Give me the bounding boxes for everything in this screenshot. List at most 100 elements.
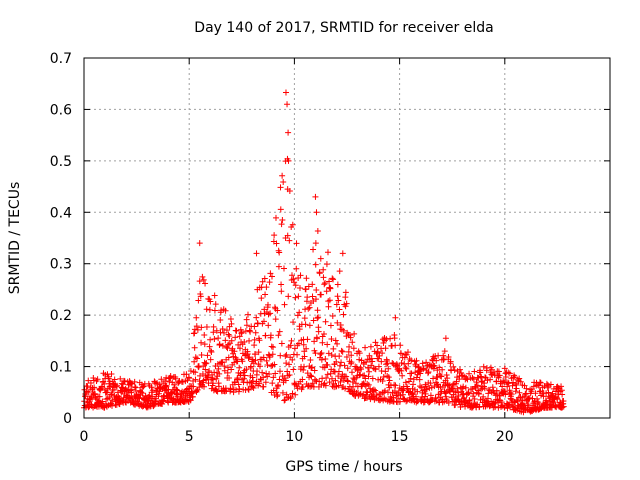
data-point [327,285,334,292]
data-point [422,383,429,390]
data-point [99,384,106,391]
data-point [243,322,250,329]
data-point [200,377,207,384]
data-point [111,376,118,383]
data-point [328,351,335,358]
data-point [293,265,300,272]
data-point [262,379,269,386]
data-point [109,397,116,404]
data-point [336,306,343,313]
data-point [480,393,487,400]
data-point [488,366,495,373]
data-point [389,360,396,367]
data-point [471,368,478,375]
data-point [511,406,518,413]
data-point [470,390,477,397]
data-point [247,328,254,335]
data-point [233,327,240,334]
data-point [501,365,508,372]
data-point [201,331,208,338]
data-point [504,383,511,390]
data-point [91,384,98,391]
data-point [302,286,309,293]
data-point [259,369,266,376]
data-point [323,261,330,268]
data-point [365,373,372,380]
data-point [412,393,419,400]
data-point [219,359,226,366]
data-point [190,368,197,375]
data-point [392,382,399,389]
data-point [200,383,207,390]
data-point [196,378,203,385]
data-point [114,382,121,389]
data-point [224,364,231,371]
data-point-spike [313,209,320,216]
data-point [304,336,311,343]
data-point [112,383,119,390]
data-point [277,352,284,359]
data-point [228,337,235,344]
data-point [322,318,329,325]
data-point [434,381,441,388]
data-point [151,401,158,408]
data-point [403,351,410,358]
data-point [324,249,331,256]
data-point [244,351,251,358]
data-point [193,314,200,321]
data-point [422,390,429,397]
data-point [343,373,350,380]
data-point [344,378,351,385]
data-point [558,383,565,390]
data-point [191,358,198,365]
y-tick-label: 0.7 [50,51,72,67]
data-point [346,343,353,350]
data-point [324,362,331,369]
data-point [523,385,530,392]
data-point [418,384,425,391]
data-point [442,390,449,397]
data-point [369,358,376,365]
data-point [197,293,204,300]
data-point [424,370,431,377]
data-point [131,378,138,385]
data-point [162,378,169,385]
data-point [213,387,220,394]
data-point [278,281,285,288]
data-point [485,390,492,397]
data-point [385,374,392,381]
data-point [374,349,381,356]
data-point [212,301,219,308]
data-point [296,284,303,291]
data-point [395,389,402,396]
data-point [208,348,215,355]
data-point [491,400,498,407]
data-point [316,270,323,277]
data-point [202,366,209,373]
data-point [216,341,223,348]
data-point [425,368,432,375]
data-point [203,324,210,331]
data-point [271,361,278,368]
data-point [372,339,379,346]
data-point [356,350,363,357]
data-point [228,320,235,327]
data-point [228,366,235,373]
data-point [119,381,126,388]
data-point [282,377,289,384]
data-point [270,374,277,381]
data-point [300,341,307,348]
data-point [246,354,253,361]
data-point [231,359,238,366]
data-point [322,280,329,287]
data-point [316,378,323,385]
data-point-spike [253,250,260,257]
data-point [138,389,145,396]
data-point [347,331,354,338]
data-point [361,372,368,379]
data-point [404,349,411,356]
data-point [267,310,274,317]
data-point [487,376,494,383]
data-point [393,361,400,368]
data-point [171,381,178,388]
